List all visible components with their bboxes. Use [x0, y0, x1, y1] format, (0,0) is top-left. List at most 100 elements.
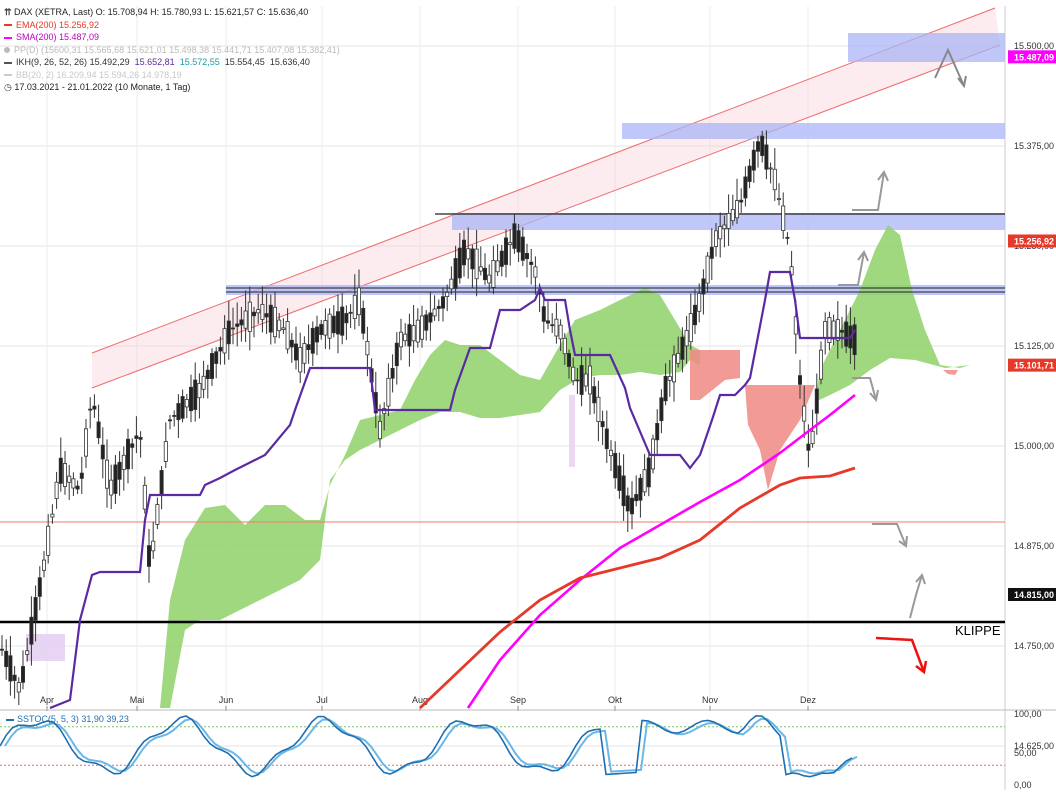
ema-200-line [419, 466, 856, 710]
candle-body [667, 376, 672, 381]
legend-ikh: IKH(9, 26, 52, 26) 15.492,29 15.652,81 1… [4, 56, 340, 69]
x-tick-label: Dez [800, 695, 817, 705]
candle-body [575, 379, 580, 382]
candle-body [16, 682, 21, 693]
candle-body [415, 319, 420, 343]
ichimoku-cloud-red-2 [745, 385, 815, 490]
candle-body [550, 324, 555, 327]
legend-sma-text: SMA(200) 15.487,09 [16, 32, 100, 42]
candle-body [260, 304, 265, 320]
candle-body [37, 577, 42, 597]
candle-body [482, 267, 487, 281]
candle-body [146, 545, 151, 567]
gridlines [0, 6, 1005, 747]
candle-body [113, 464, 118, 494]
candle-body [50, 513, 55, 518]
legend-ema-text: EMA(200) 15.256,92 [16, 19, 100, 30]
candle-body [222, 328, 227, 354]
y-tick-label: 15.375,00 [1014, 141, 1054, 151]
candle-body [781, 205, 786, 231]
candle-body [814, 388, 819, 414]
candle-body [117, 461, 122, 480]
legend-main: ⇈ DAX (XETRA, Last) O: 15.708,94 H: 15.7… [4, 7, 309, 17]
x-tick-label: Nov [702, 695, 719, 705]
candle-body [209, 353, 214, 379]
arrow-down-top [934, 47, 965, 87]
candle-body [331, 315, 336, 334]
candle-body [394, 342, 399, 367]
candle-body [314, 326, 319, 343]
resistance-zone-upper [622, 123, 1005, 139]
candle-body [281, 327, 286, 330]
candle-body [377, 420, 382, 440]
candle-body [512, 223, 517, 249]
price-tag [1008, 588, 1056, 601]
legend-ikh-v2: 15.652,81 [134, 57, 175, 67]
candle-body [663, 375, 668, 402]
candle-body [541, 306, 546, 322]
candle-body [823, 321, 828, 339]
candle-body [478, 266, 483, 272]
price-tag-label: 15.101,71 [1014, 361, 1054, 371]
candle-body [298, 347, 303, 373]
arrowhead-red [915, 660, 928, 675]
candle-body [571, 366, 576, 382]
candle-body [386, 377, 391, 407]
candle-body [58, 457, 63, 484]
candle-body [96, 421, 101, 439]
box-oct [569, 395, 575, 467]
x-tick-label: Jun [219, 695, 234, 705]
candle-body [352, 294, 357, 319]
candle-body [428, 312, 433, 323]
legend-ikh-label: IKH(9, 26, 52, 26) [16, 57, 88, 67]
legend-ikh-v5: 15.636,40 [269, 57, 310, 67]
candle-body [100, 444, 105, 460]
price-tag-label: 14.815,00 [1014, 590, 1054, 600]
x-tick-label: Sep [510, 695, 526, 705]
candle-body [134, 435, 139, 439]
candle-body [218, 346, 223, 352]
candle-body [20, 666, 25, 683]
candle-body [356, 287, 361, 316]
candle-body [840, 330, 845, 333]
candle-body [491, 260, 496, 288]
candle-body [516, 230, 521, 253]
candle-body [365, 340, 370, 356]
candle-body [806, 443, 811, 451]
candle-body [424, 314, 429, 331]
candle-body [12, 674, 17, 681]
price-tag-label: 15.256,92 [1014, 236, 1054, 246]
candle-body [810, 430, 815, 445]
candle-body [684, 330, 689, 347]
candle-body [495, 260, 500, 273]
candle-body [609, 449, 614, 457]
x-tick-label: Apr [40, 695, 54, 705]
candle-body [844, 321, 849, 347]
price-tag [1008, 50, 1056, 64]
x-tick-label: Mai [130, 695, 145, 705]
arrow-up [838, 251, 865, 286]
candle-body [88, 408, 93, 411]
stoch-main-line [0, 715, 853, 778]
legend-ikh-v3: 15.572,55 [179, 57, 220, 67]
candle-body [277, 319, 282, 332]
legend-range: ◷ 17.03.2021 - 21.01.2022 (10 Monate, 1 … [4, 82, 191, 92]
candle-body [256, 309, 261, 314]
ichimoku-cloud-green [160, 288, 700, 708]
stoch-signal-line [4, 717, 858, 775]
legend-ikh-v4: 15.554,45 [224, 57, 265, 67]
candle-body [634, 494, 639, 502]
candle-body [121, 454, 126, 470]
candle-body [785, 236, 790, 239]
candle-body [583, 373, 588, 387]
candle-body [777, 198, 782, 201]
candle-body [735, 200, 740, 219]
candle-body [243, 310, 248, 329]
candle-body [546, 320, 551, 324]
price-tag-label: 15.487,09 [1014, 52, 1054, 62]
resistance-zone-low [226, 285, 1005, 295]
candle-body [751, 149, 756, 171]
candle-body [831, 320, 836, 340]
price-tag [1008, 234, 1056, 248]
